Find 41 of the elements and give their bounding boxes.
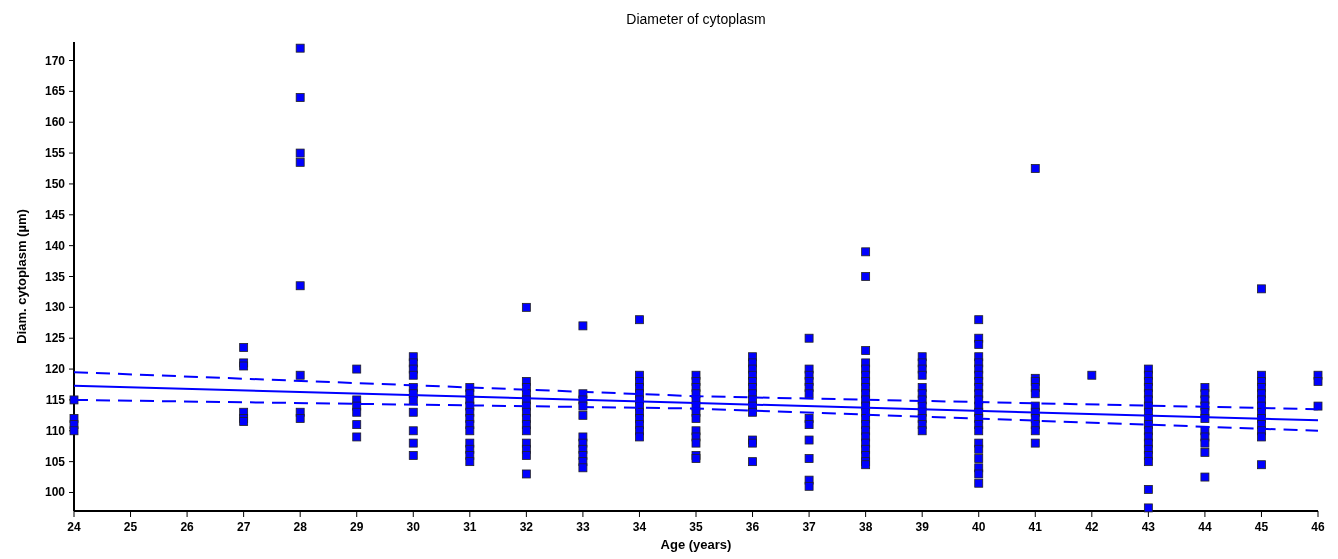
x-tick-label: 33	[576, 520, 590, 534]
x-tick-label: 28	[293, 520, 308, 534]
y-tick-label: 135	[44, 269, 66, 284]
chart-title: Diameter of cytoplasm	[626, 11, 766, 27]
y-tick-label: 155	[44, 146, 66, 161]
x-tick-label: 27	[236, 520, 251, 534]
y-tick-label: 145	[44, 207, 66, 222]
x-tick-label: 40	[972, 520, 986, 534]
y-tick-label: 140	[44, 238, 66, 253]
x-tick-label: 25	[123, 520, 138, 534]
y-tick-label: 170	[44, 53, 66, 68]
y-tick-label: 110	[45, 423, 66, 438]
x-axis-title: Age (years)	[660, 537, 732, 552]
x-tick-label: 46	[1311, 520, 1325, 534]
x-tick-label: 24	[67, 520, 81, 534]
y-axis-title: Diam. cytoplasm (µm)	[14, 209, 29, 344]
y-tick-label: 115	[45, 392, 66, 407]
y-tick-label: 100	[44, 485, 66, 500]
y-tick-label: 125	[44, 331, 66, 346]
x-tick-label: 37	[802, 520, 817, 534]
x-tick-label: 39	[915, 520, 930, 534]
x-tick-label: 30	[406, 520, 421, 534]
y-tick-label: 120	[44, 362, 66, 377]
x-tick-label: 44	[1198, 520, 1212, 534]
x-tick-label: 34	[632, 520, 647, 534]
x-tick-label: 36	[745, 520, 760, 534]
x-tick-label: 38	[858, 520, 873, 534]
x-tick-label: 29	[350, 520, 364, 534]
y-tick-label: 160	[44, 115, 66, 130]
x-tick-label: 31	[463, 520, 477, 534]
y-tick-label: 130	[44, 300, 66, 315]
x-tick-label: 43	[1141, 520, 1156, 534]
x-tick-label: 26	[180, 520, 195, 534]
y-tick-label: 150	[44, 176, 66, 191]
x-tick-label: 45	[1254, 520, 1269, 534]
y-tick-label: 105	[44, 454, 66, 469]
y-tick-label: 165	[44, 84, 66, 99]
x-tick-label: 35	[689, 520, 703, 534]
x-tick-label: 41	[1028, 520, 1043, 534]
x-tick-label: 42	[1085, 520, 1099, 534]
x-tick-label: 32	[519, 520, 534, 534]
